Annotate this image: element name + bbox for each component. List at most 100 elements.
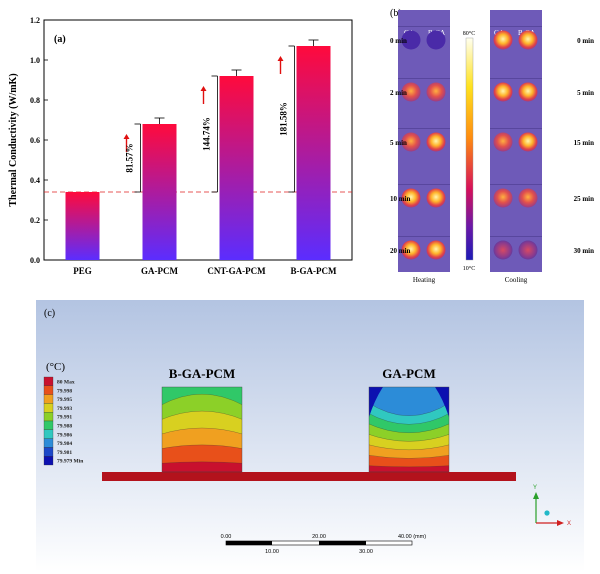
thermal-spot	[401, 30, 421, 50]
y-tick-label: 0.2	[30, 216, 40, 225]
temperature-colorbar: 80°C 10°C	[463, 30, 475, 272]
legend-label: 79.984	[57, 441, 72, 447]
x-tick-label: B-GA-PCM	[291, 266, 337, 276]
thermal-spot	[426, 30, 446, 50]
base-plate	[102, 472, 516, 481]
heating-caption: Heating	[413, 276, 436, 284]
thermal-spot	[518, 30, 538, 50]
bar-ga-pcm	[142, 124, 177, 260]
increase-brackets: 81.57% 144.74% 181.58%	[123, 45, 295, 193]
thermal-spot	[426, 240, 446, 260]
time-label: 15 min	[574, 139, 595, 147]
time-label: 2 min	[390, 89, 407, 97]
panel-label-b: (b)	[390, 8, 402, 19]
time-label: 5 min	[577, 89, 594, 97]
legend-label: 79.991	[57, 415, 72, 421]
increase-label: 144.74%	[202, 117, 212, 151]
increase-arrow-head	[277, 56, 284, 61]
increase-arrow-head	[200, 86, 207, 91]
bar-b-ga-pcm	[296, 46, 331, 260]
axis-label-x: X	[567, 521, 571, 527]
sample-title-ga-pcm: GA-PCM	[382, 366, 435, 381]
legend-swatch	[43, 447, 54, 457]
thermal-spot	[401, 188, 421, 208]
thermal-spot	[426, 132, 446, 152]
x-tick-label: GA-PCM	[141, 266, 178, 276]
contour-band	[369, 465, 449, 472]
legend-swatch	[43, 429, 54, 439]
b-ga-pcm-block	[161, 386, 243, 473]
thermal-conductivity-chart: (a) Thermal Conductivity (W/mK) 0.0 0.2 0.…	[8, 16, 353, 276]
thermal-spot	[518, 82, 538, 102]
legend-label: 79.995	[57, 397, 72, 403]
contour-band	[162, 461, 242, 472]
y-ticks: 0.0 0.2 0.4 0.6 0.8 1.0 1.2	[30, 16, 48, 265]
legend-swatch	[43, 376, 54, 386]
y-tick-label: 0.8	[30, 96, 40, 105]
time-label: 0 min	[390, 37, 407, 45]
y-tick-label: 0.6	[30, 136, 40, 145]
temperature-legend: (°C) 80 Max 79.998 79.995 79.993 79.991 79.98…	[43, 361, 83, 466]
scale-tick-40: 40.00 (mm)	[398, 534, 426, 540]
thermal-spot	[493, 132, 513, 152]
axis-label-y: Y	[533, 485, 537, 491]
y-tick-label: 1.2	[30, 16, 40, 25]
increase-label: 81.57%	[125, 143, 135, 172]
panel-label-a: (a)	[54, 34, 66, 45]
thermal-spot	[401, 132, 421, 152]
time-label: 10 min	[390, 195, 411, 203]
x-tick-labels: PEG GA-PCM CNT-GA-PCM B-GA-PCM	[73, 266, 337, 276]
thermal-spot	[518, 188, 538, 208]
thermal-spot	[426, 188, 446, 208]
legend-swatch	[43, 385, 54, 395]
colorbar-max-label: 80°C	[463, 30, 475, 37]
bar-peg	[65, 192, 100, 260]
scale-tick-10: 10.00	[265, 549, 279, 555]
legend-label: 79.979 Min	[57, 459, 83, 465]
time-label: 25 min	[574, 195, 595, 203]
viewport-background	[36, 300, 584, 572]
colorbar-min-label: 10°C	[463, 265, 475, 272]
legend-swatch	[43, 403, 54, 413]
x-tick-label: CNT-GA-PCM	[207, 266, 266, 276]
legend-unit: (°C)	[46, 361, 65, 373]
time-label: 0 min	[577, 37, 594, 45]
thermal-spot	[493, 82, 513, 102]
scale-tick-20: 20.00	[312, 534, 326, 540]
thermal-spot	[493, 30, 513, 50]
legend-label: 79.988	[57, 424, 72, 430]
sample-title-b-ga-pcm: B-GA-PCM	[169, 366, 235, 381]
x-tick-label: PEG	[73, 266, 92, 276]
time-label: 30 min	[574, 247, 595, 255]
increase-arrow-head	[123, 134, 130, 139]
y-axis-label: Thermal Conductivity (W/mK)	[8, 73, 19, 206]
thermal-spot	[401, 82, 421, 102]
time-label: 5 min	[390, 139, 407, 147]
y-tick-label: 0.0	[30, 256, 40, 265]
simulation-contour-view: (c) (°C) 80 Max 79.998 79.995 79.993 79.991 7…	[36, 300, 584, 572]
thermal-spot	[518, 240, 538, 260]
ga-pcm-block	[368, 386, 450, 473]
scale-bar: 0.00 20.00 40.00 (mm) 10.00 30.00	[221, 534, 427, 555]
thermal-spot	[426, 82, 446, 102]
increase-label: 181.58%	[279, 102, 289, 136]
legend-label: 79.981	[57, 450, 72, 456]
time-label: 20 min	[390, 247, 411, 255]
legend-label: 79.998	[57, 388, 72, 394]
y-tick-label: 1.0	[30, 56, 40, 65]
legend-swatch	[43, 412, 54, 422]
thermal-spot	[493, 188, 513, 208]
panel-label-c: (c)	[44, 308, 55, 319]
legend-swatch	[43, 394, 54, 404]
legend-label: 79.986	[57, 432, 72, 438]
scale-tick-0: 0.00	[221, 534, 232, 540]
thermal-spot	[493, 240, 513, 260]
scale-tick-30: 30.00	[359, 549, 373, 555]
legend-swatch	[43, 420, 54, 430]
bar-cnt-ga-pcm	[219, 76, 254, 260]
thermal-spot	[401, 240, 421, 260]
legend-label: 80 Max	[57, 380, 75, 386]
